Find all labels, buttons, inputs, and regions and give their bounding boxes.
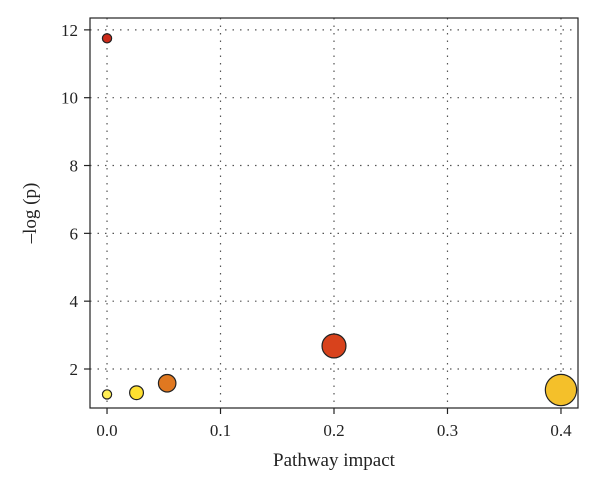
data-point: [129, 385, 145, 401]
axis-ticks: 0.0 0.1 0.2 0.3 0.4 2 4 6 8 10 12: [61, 21, 572, 440]
data-points: [101, 33, 578, 407]
grid: [90, 18, 578, 408]
x-tick-label: 0.1: [210, 421, 231, 440]
x-tick-label: 0.4: [550, 421, 572, 440]
data-point: [157, 373, 177, 393]
data-point: [101, 33, 113, 44]
data-point: [101, 389, 113, 400]
y-tick-label: 8: [70, 157, 79, 176]
x-tick-label: 0.2: [323, 421, 344, 440]
y-tick-label: 12: [61, 21, 78, 40]
y-tick-label: 6: [70, 224, 79, 243]
y-tick-label: 10: [61, 89, 78, 108]
x-tick-label: 0.3: [437, 421, 458, 440]
y-axis-title: –log (p): [20, 183, 41, 245]
x-tick-label: 0.0: [96, 421, 117, 440]
y-tick-label: 2: [70, 360, 79, 379]
x-axis-title: Pathway impact: [273, 450, 396, 471]
data-point: [544, 373, 578, 407]
data-point: [321, 333, 347, 359]
y-tick-label: 4: [70, 292, 79, 311]
